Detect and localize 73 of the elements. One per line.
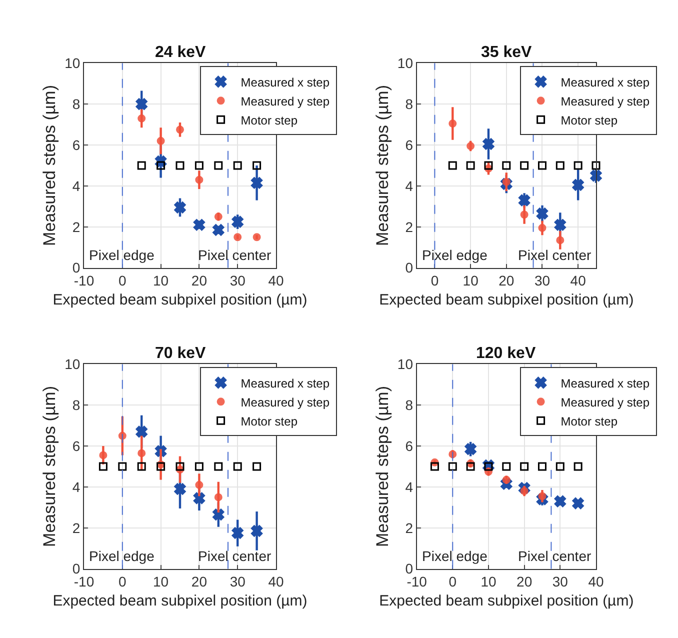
x-tick-label: 30 [230, 574, 246, 590]
y-tick-label: 8 [72, 96, 80, 112]
annotation: Pixel center [198, 247, 272, 263]
x-axis-title: Expected beam subpixel position (µm) [52, 292, 308, 309]
x-tick-label: 30 [552, 574, 568, 590]
chart-title: 35 keV [481, 44, 532, 61]
legend-label: Motor step [560, 414, 618, 428]
x-tick-label: 10 [480, 574, 496, 590]
legend-label: Measured x step [560, 376, 650, 390]
y-tick-label: 6 [72, 136, 80, 153]
y-tick-label: 8 [405, 396, 414, 413]
x-tick-label: 40 [570, 272, 586, 289]
legend-label: Measured x step [240, 376, 330, 390]
y-tick-label: 4 [72, 478, 80, 495]
y-tick-label: 2 [405, 218, 414, 235]
x-tick-label: 20 [516, 574, 532, 590]
y-tick-label: 10 [397, 356, 414, 372]
x-tick-label: 40 [268, 272, 284, 289]
legend-label: Measured y step [560, 94, 650, 108]
x-tick-label: 0 [448, 574, 457, 590]
x-tick-label: 10 [153, 574, 169, 590]
chart-title: 24 keV [155, 44, 206, 61]
legend-label: Motor step [560, 113, 618, 128]
x-tick-label: 10 [153, 272, 169, 289]
x-axis-title: Expected beam subpixel position (µm) [379, 292, 634, 309]
annotation: Pixel center [518, 548, 592, 564]
y-tick-label: 6 [405, 438, 414, 454]
legend-label: Measured x step [240, 75, 330, 90]
x-tick-label: 0 [118, 574, 126, 590]
annotation: Pixel edge [89, 548, 155, 564]
legend-label: Motor step [240, 414, 298, 428]
y-tick-label: 4 [405, 478, 414, 495]
x-axis-title: Expected beam subpixel position (µm) [379, 592, 634, 610]
x-tick-label: 0 [118, 272, 126, 289]
legend-label: Measured y step [240, 395, 330, 410]
x-tick-label: 30 [230, 272, 246, 289]
y-tick-label: 10 [64, 356, 80, 372]
x-tick-label: 30 [534, 272, 550, 289]
annotation: Pixel center [518, 247, 592, 263]
x-tick-label: 40 [268, 574, 284, 590]
x-axis-title: Expected beam subpixel position (µm) [52, 592, 308, 610]
annotation: Pixel edge [422, 247, 488, 263]
y-tick-label: 10 [64, 55, 80, 72]
y-tick-label: 2 [405, 520, 414, 536]
x-tick-label: 0 [430, 272, 439, 289]
y-tick-label: 6 [405, 136, 414, 153]
legend-label: Measured y step [240, 94, 330, 108]
y-axis-title: Measured steps (µm) [372, 85, 392, 246]
chart-title: 120 keV [476, 345, 536, 362]
annotation: Pixel edge [422, 548, 488, 564]
y-tick-label: 0 [405, 260, 414, 276]
y-tick-label: 8 [405, 96, 414, 112]
x-tick-label: 20 [191, 272, 208, 289]
chart-title: 70 keV [155, 345, 206, 362]
x-tick-label: 20 [498, 272, 514, 289]
y-tick-label: 6 [72, 438, 80, 454]
y-tick-label: 8 [72, 396, 80, 413]
legend-label: Measured y step [560, 395, 650, 410]
annotation: Pixel center [198, 548, 272, 564]
x-tick-label: 20 [191, 574, 208, 590]
legend-label: Motor step [240, 113, 298, 128]
y-axis-title: Measured steps (µm) [372, 386, 392, 547]
y-tick-label: 2 [72, 520, 80, 536]
y-tick-label: 4 [405, 178, 414, 194]
y-tick-label: 10 [397, 55, 414, 72]
x-tick-label: 10 [462, 272, 479, 289]
legend-label: Measured x step [560, 75, 650, 90]
y-tick-label: 2 [72, 218, 80, 235]
y-tick-label: 4 [72, 178, 80, 194]
annotation: Pixel edge [89, 247, 155, 263]
x-tick-label: 40 [588, 574, 604, 590]
y-axis-title: Measured steps (µm) [40, 386, 60, 547]
y-axis-title: Measured steps (µm) [40, 85, 60, 246]
